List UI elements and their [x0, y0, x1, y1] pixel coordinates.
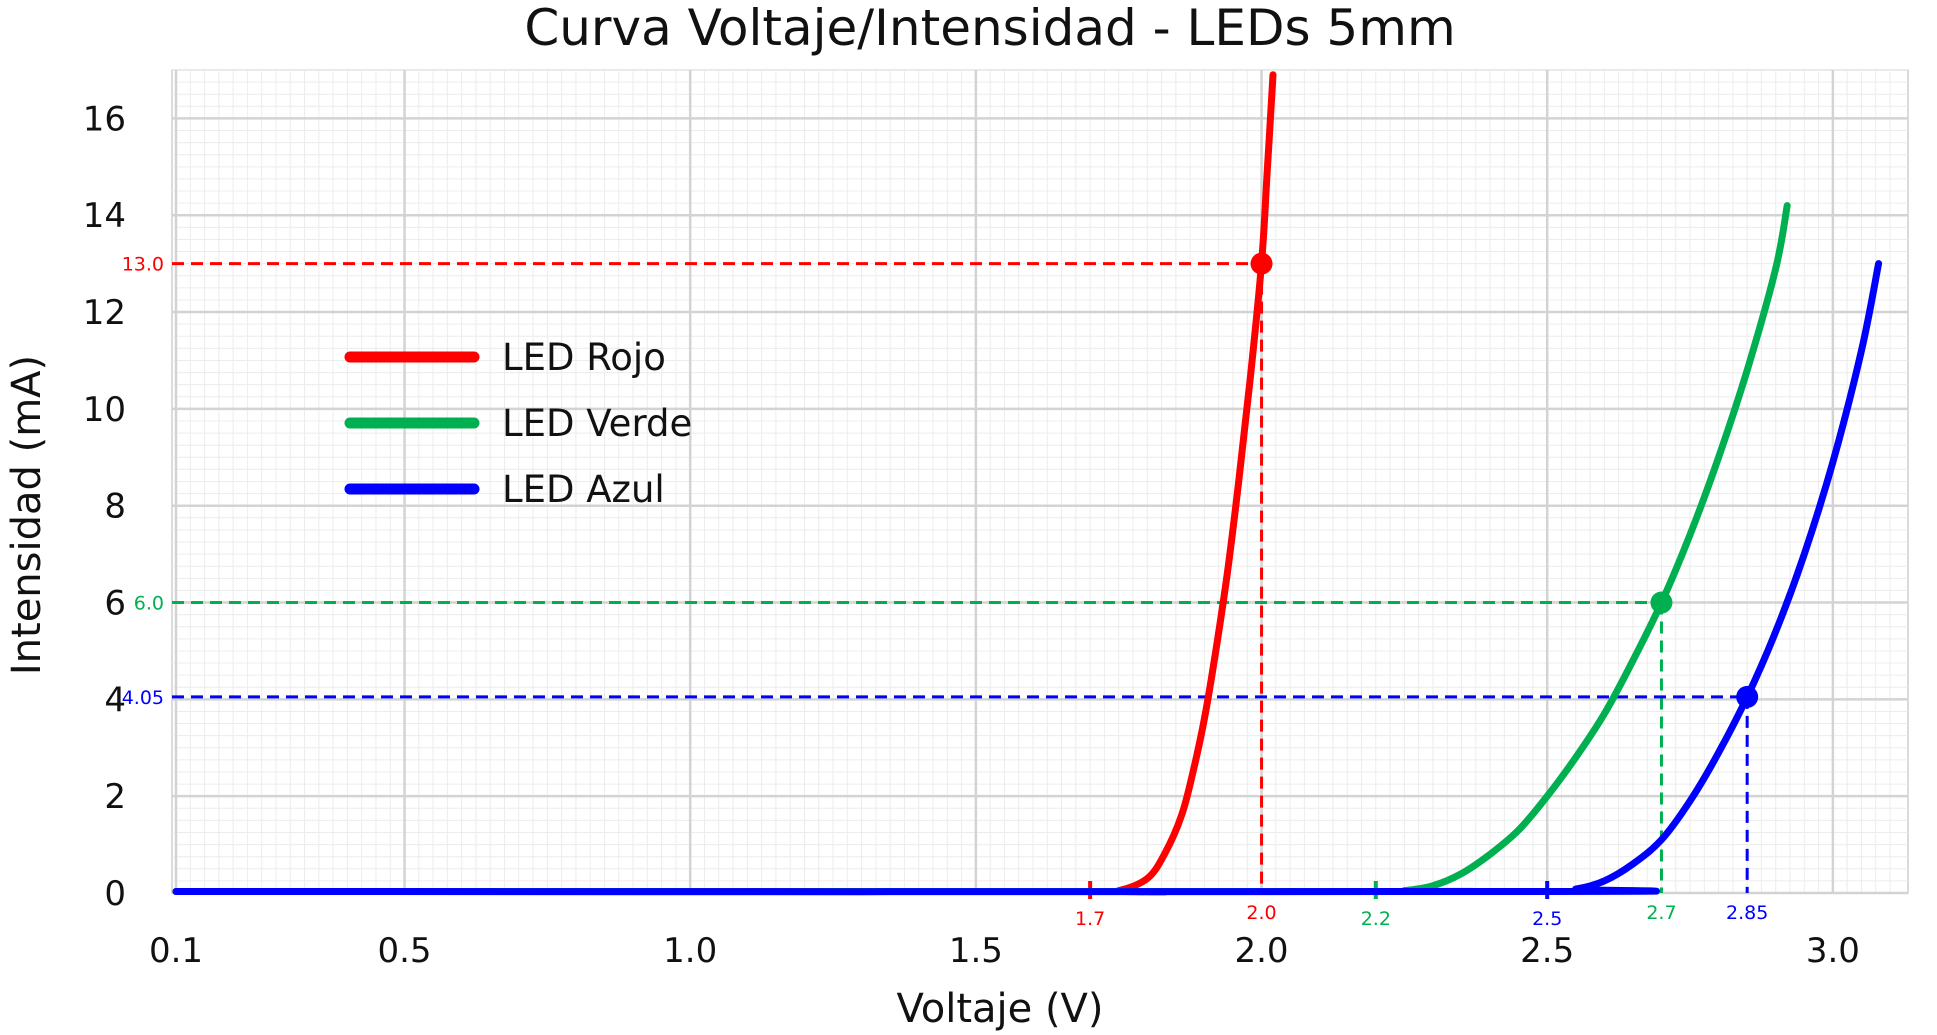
tick-labels: 0.1 0.5 1.0 1.5 2.0 2.5 3.0 0 2 4 6 8 10 12 14 16 — [83, 99, 1860, 971]
series-layer — [172, 71, 1883, 896]
x-tick-label: 0.1 — [149, 931, 203, 971]
y-tick-label: 4 — [104, 680, 126, 720]
y-tick-label: 0 — [104, 874, 126, 914]
y-tick-label: 8 — [104, 487, 126, 527]
x-tick-label: 0.5 — [377, 931, 431, 971]
legend: LED Rojo LED Verde LED Azul — [344, 336, 692, 511]
led-azul-threshold-label: 2.5 — [1532, 908, 1562, 930]
x-tick-label: 1.5 — [949, 931, 1003, 971]
led-azul-y-annotation: 4.05 — [122, 687, 164, 709]
guide-lines: 13.0 2.0 6.0 2.7 4.05 2.85 1.7 2.2 2.5 — [122, 254, 1769, 930]
led-verde-legend-label: LED Verde — [502, 402, 692, 445]
x-tick-label: 2.5 — [1520, 931, 1574, 971]
y-axis-label: Intensidad (mA) — [4, 355, 50, 675]
led-azul-legend-label: LED Azul — [502, 468, 665, 511]
markers-layer — [1250, 252, 1759, 708]
y-tick-label: 14 — [83, 196, 126, 236]
x-tick-label: 1.0 — [663, 931, 717, 971]
led-verde-y-annotation: 6.0 — [134, 593, 164, 615]
led-azul-x-annotation: 2.85 — [1726, 902, 1768, 924]
led-verde-x-annotation: 2.7 — [1646, 902, 1676, 924]
led-rojo-x-annotation: 2.0 — [1246, 902, 1276, 924]
grid — [171, 69, 1909, 895]
x-tick-label: 3.0 — [1806, 931, 1860, 971]
led-rojo-y-annotation: 13.0 — [122, 254, 164, 276]
y-tick-label: 6 — [104, 584, 126, 624]
led-azul-marker — [1736, 685, 1759, 708]
led-verde-marker — [1650, 591, 1673, 614]
led-rojo-legend-label: LED Rojo — [502, 336, 666, 379]
led-azul-line — [172, 260, 1883, 896]
y-tick-label: 16 — [83, 99, 126, 139]
y-tick-label: 10 — [83, 390, 126, 430]
chart-title: Curva Voltaje/Intensidad - LEDs 5mm — [524, 0, 1455, 57]
x-tick-label: 2.0 — [1234, 931, 1288, 971]
x-axis-label: Voltaje (V) — [896, 986, 1103, 1032]
y-tick-label: 2 — [104, 777, 126, 817]
led-rojo-marker — [1250, 252, 1273, 275]
led-rojo-threshold-label: 1.7 — [1075, 908, 1105, 930]
led-verde-threshold-label: 2.2 — [1361, 908, 1391, 930]
y-tick-label: 12 — [83, 293, 126, 333]
